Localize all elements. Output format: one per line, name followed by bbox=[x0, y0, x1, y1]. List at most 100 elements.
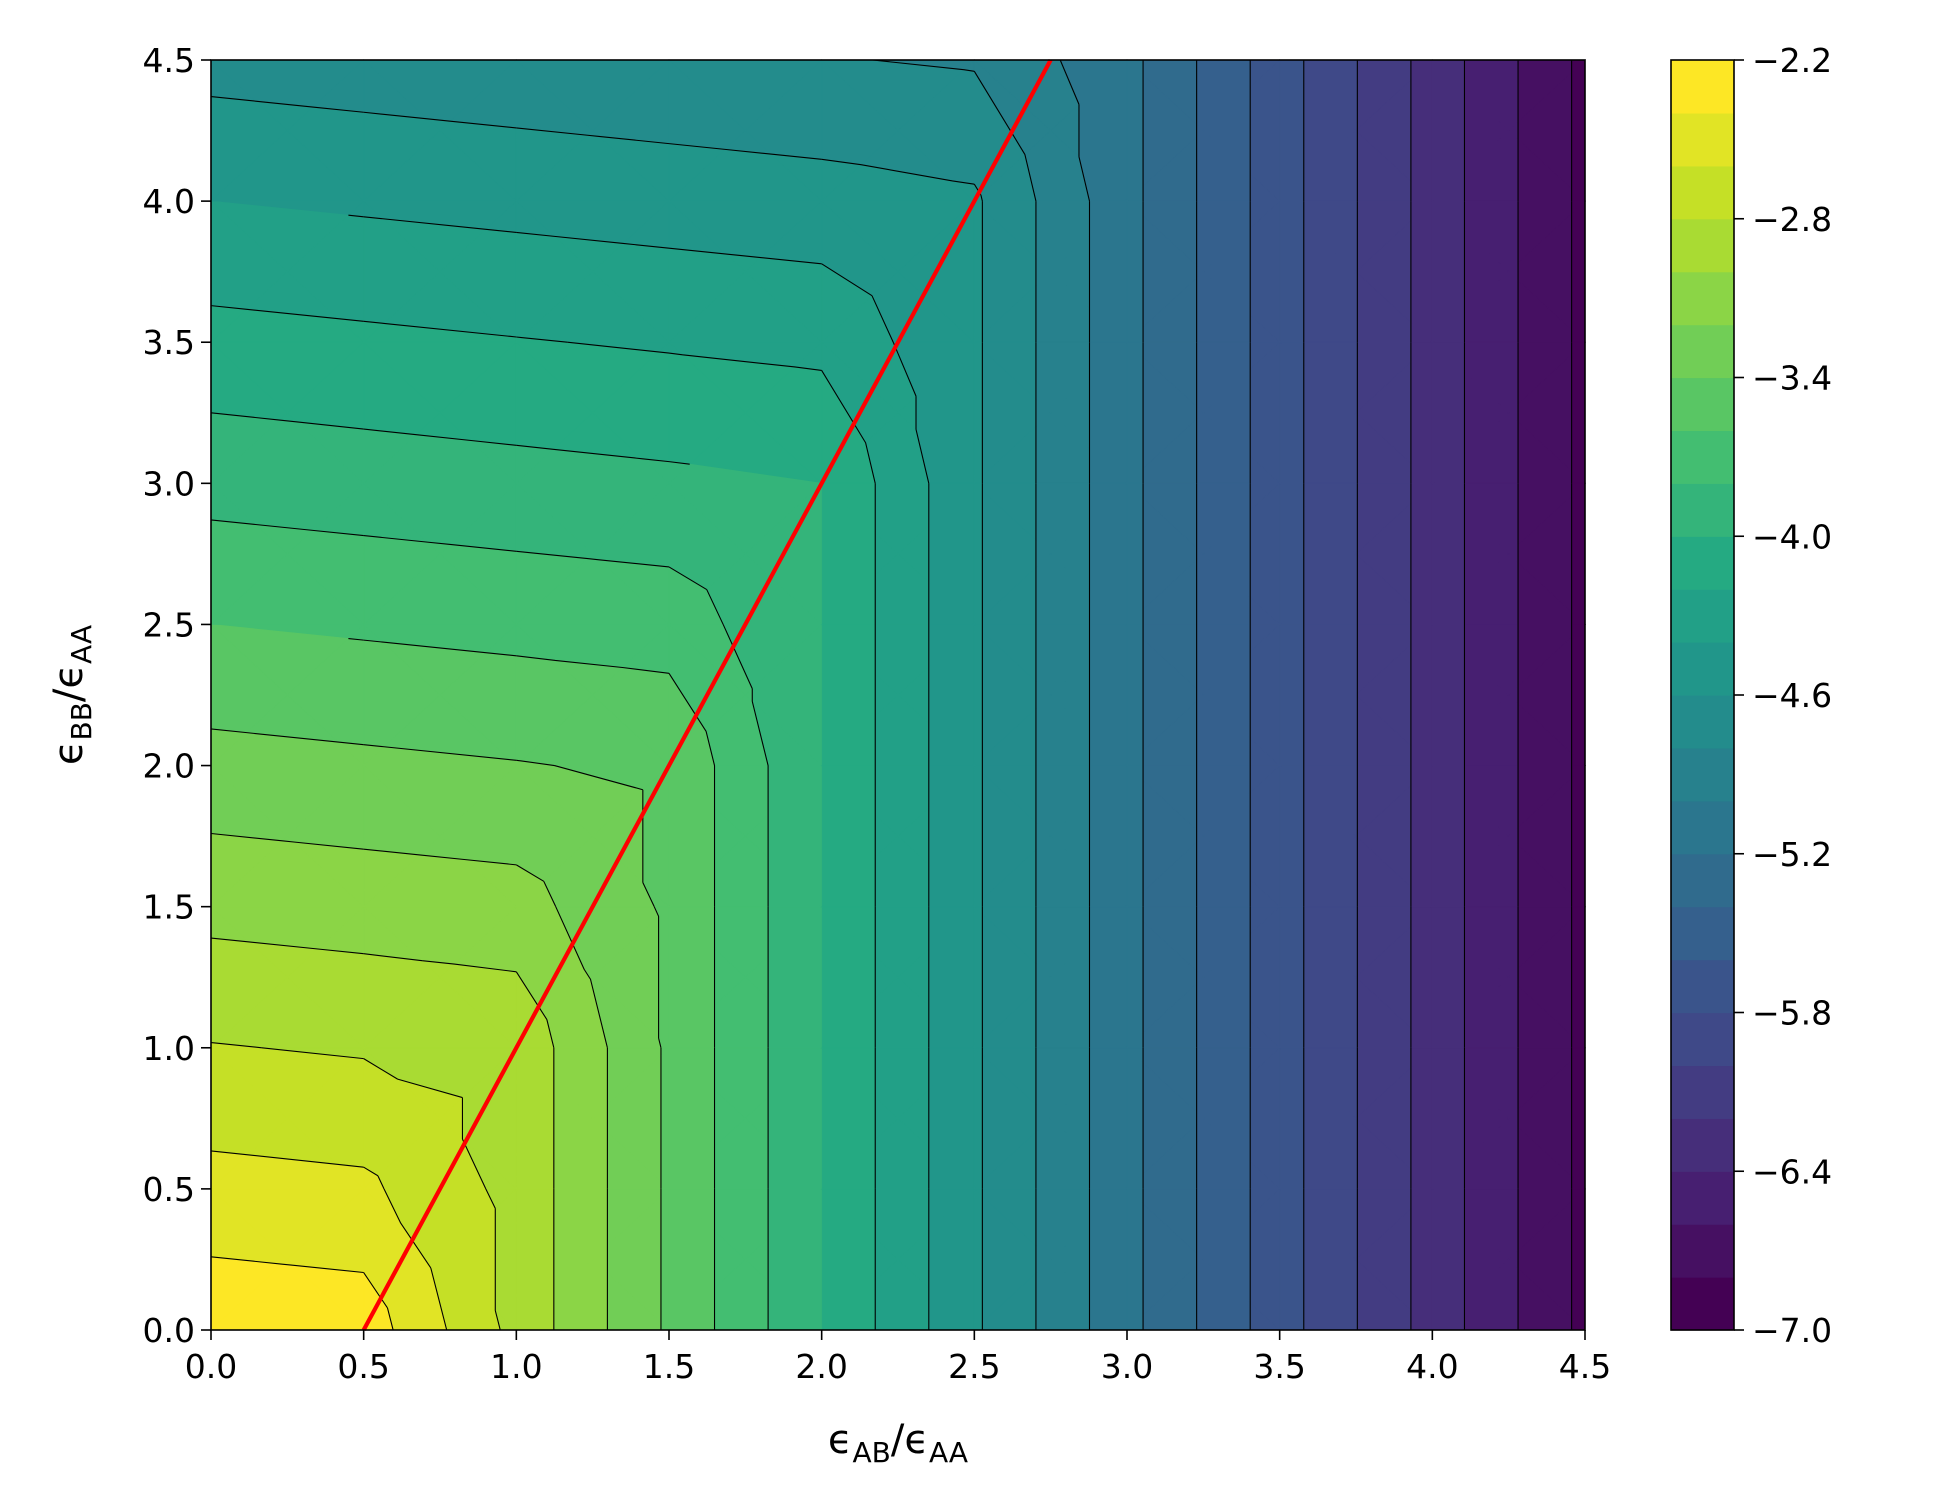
contour-band bbox=[1464, 482, 1519, 625]
contour-band bbox=[820, 200, 976, 344]
contour-band bbox=[515, 59, 671, 145]
y-axis-label: ϵBB/ϵAA bbox=[46, 625, 98, 765]
contour-band bbox=[1517, 624, 1573, 766]
contour-band bbox=[209, 1187, 365, 1273]
contour-line bbox=[210, 832, 364, 850]
contour-line bbox=[210, 1042, 262, 1049]
colorbar-tick-label: −4.6 bbox=[1752, 676, 1832, 715]
contour-band bbox=[1196, 59, 1251, 202]
contour-band bbox=[1571, 905, 1587, 1049]
contour-band bbox=[363, 639, 517, 761]
contour-band bbox=[981, 765, 1037, 908]
contour-band bbox=[1249, 482, 1281, 626]
contour-band bbox=[1249, 200, 1281, 344]
contour-band bbox=[1089, 1046, 1129, 1190]
x-tick-label: 4.5 bbox=[1559, 1347, 1611, 1386]
contour-band bbox=[1356, 1188, 1412, 1331]
contour-band bbox=[1278, 1046, 1305, 1190]
colorbar-band bbox=[1671, 1118, 1734, 1172]
y-tick-label: 2.5 bbox=[143, 605, 195, 644]
contour-band bbox=[209, 1046, 365, 1168]
contour-band bbox=[1196, 341, 1251, 484]
contour-band bbox=[383, 1188, 501, 1331]
contour-line bbox=[821, 370, 876, 484]
contour-band bbox=[668, 352, 823, 485]
contour-band bbox=[981, 341, 1037, 484]
contour-band bbox=[210, 937, 365, 1049]
colorbar-tick-label: −6.4 bbox=[1752, 1152, 1832, 1191]
contour-line bbox=[210, 412, 364, 430]
contour-band bbox=[1249, 623, 1281, 767]
contour-band bbox=[973, 1046, 983, 1190]
contour-band bbox=[928, 1187, 976, 1331]
contour-band bbox=[1571, 341, 1587, 485]
contour-band bbox=[1142, 906, 1198, 1049]
colorbar-tick-label: −5.2 bbox=[1752, 835, 1832, 874]
contour-band bbox=[767, 764, 823, 908]
contour-band bbox=[1571, 200, 1587, 344]
contour-band bbox=[1125, 59, 1144, 203]
contour-band bbox=[1278, 59, 1305, 203]
contour-line bbox=[892, 342, 930, 484]
contour-line bbox=[210, 728, 364, 746]
contour-line bbox=[872, 59, 975, 72]
contour-band bbox=[928, 623, 976, 767]
contour-band bbox=[1089, 623, 1129, 767]
contour-band bbox=[1196, 482, 1251, 625]
contour-band bbox=[714, 906, 769, 1049]
colorbar-band bbox=[1671, 695, 1734, 749]
contour-band bbox=[1464, 1188, 1519, 1331]
contour-band bbox=[1356, 765, 1412, 908]
contour-band bbox=[607, 1047, 662, 1190]
contour-band bbox=[1125, 482, 1144, 626]
contour-band bbox=[515, 482, 671, 568]
contour-band bbox=[667, 247, 823, 344]
y-label-part: /ϵ bbox=[46, 664, 92, 702]
x-label-sub: AA bbox=[929, 1436, 968, 1469]
contour-band bbox=[1303, 482, 1358, 625]
x-tick-label: 1.5 bbox=[643, 1347, 695, 1386]
contour-line bbox=[210, 96, 364, 113]
contour-band bbox=[667, 1187, 715, 1331]
contour-band bbox=[874, 482, 930, 625]
contour-band bbox=[1125, 341, 1144, 485]
contour-band bbox=[555, 906, 662, 1049]
contour-line bbox=[516, 127, 670, 145]
contour-band bbox=[981, 1047, 1037, 1190]
contour-band bbox=[1278, 1187, 1305, 1331]
contour-band bbox=[1410, 905, 1434, 1049]
contour-line bbox=[363, 744, 517, 761]
x-tick-label: 2.0 bbox=[795, 1347, 847, 1386]
contour-band bbox=[820, 59, 975, 185]
contour-band bbox=[973, 341, 983, 485]
contour-band bbox=[1125, 1187, 1144, 1331]
contour-band bbox=[553, 1047, 608, 1190]
contour-band bbox=[973, 623, 983, 767]
contour-band bbox=[1431, 623, 1465, 767]
contour-line bbox=[210, 1256, 364, 1274]
contour-line bbox=[554, 765, 655, 907]
contour-band bbox=[1410, 764, 1434, 908]
contour-band bbox=[209, 519, 365, 626]
contour-band bbox=[1089, 200, 1129, 344]
contour-band bbox=[515, 1046, 555, 1190]
contour-band bbox=[874, 624, 930, 766]
contour-band bbox=[1356, 624, 1412, 766]
contour-band bbox=[1125, 200, 1144, 344]
contour-band bbox=[1142, 765, 1198, 908]
contour-line bbox=[668, 352, 822, 371]
contour-band bbox=[928, 1046, 976, 1190]
contour-band bbox=[820, 341, 930, 484]
contour-line bbox=[363, 428, 517, 446]
contour-band bbox=[1571, 623, 1587, 767]
contour-band bbox=[1142, 200, 1198, 343]
contour-band bbox=[1356, 200, 1412, 343]
contour-band bbox=[820, 764, 876, 908]
contour-band bbox=[1571, 1187, 1587, 1331]
contour-line bbox=[363, 848, 517, 866]
contour-band bbox=[1278, 482, 1305, 626]
contour-band bbox=[928, 905, 976, 1049]
contour-band bbox=[820, 1046, 876, 1190]
contour-band bbox=[874, 906, 930, 1049]
